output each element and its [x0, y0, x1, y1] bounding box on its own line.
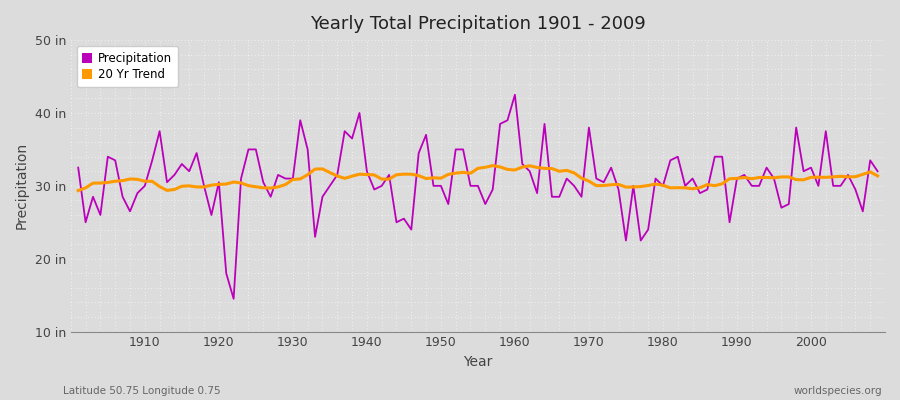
Precipitation	[872, 169, 883, 174]
Precipitation	[302, 147, 313, 152]
Legend: Precipitation, 20 Yr Trend: Precipitation, 20 Yr Trend	[76, 46, 178, 87]
20 Yr Trend	[872, 174, 883, 178]
Line: 20 Yr Trend: 20 Yr Trend	[78, 166, 878, 190]
Precipitation	[613, 187, 624, 192]
Precipitation	[73, 165, 84, 170]
20 Yr Trend	[606, 182, 616, 187]
Y-axis label: Precipitation: Precipitation	[15, 142, 29, 230]
20 Yr Trend	[295, 176, 306, 181]
20 Yr Trend	[487, 163, 498, 168]
Text: worldspecies.org: worldspecies.org	[794, 386, 882, 396]
Precipitation	[517, 162, 527, 166]
X-axis label: Year: Year	[464, 355, 492, 369]
20 Yr Trend	[132, 177, 143, 182]
Precipitation	[525, 169, 535, 174]
Precipitation	[509, 92, 520, 97]
Precipitation	[229, 296, 239, 301]
Precipitation	[346, 136, 357, 141]
Precipitation	[132, 191, 143, 196]
Line: Precipitation: Precipitation	[78, 95, 878, 299]
20 Yr Trend	[509, 168, 520, 172]
20 Yr Trend	[517, 165, 527, 170]
Text: Latitude 50.75 Longitude 0.75: Latitude 50.75 Longitude 0.75	[63, 386, 220, 396]
20 Yr Trend	[339, 176, 350, 181]
20 Yr Trend	[73, 188, 84, 193]
Title: Yearly Total Precipitation 1901 - 2009: Yearly Total Precipitation 1901 - 2009	[310, 15, 646, 33]
